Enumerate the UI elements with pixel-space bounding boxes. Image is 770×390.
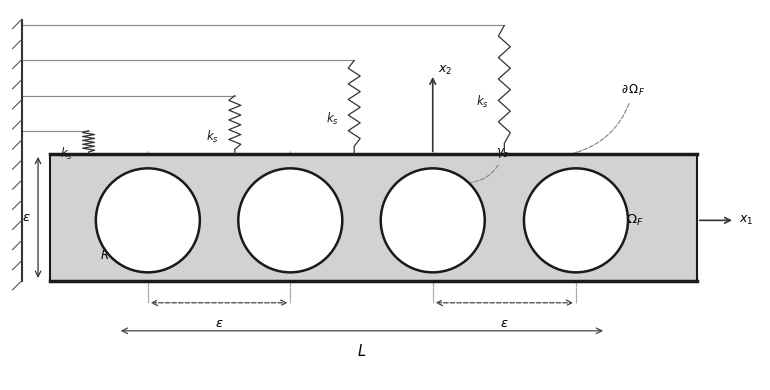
Text: $k_s$: $k_s$ — [476, 94, 489, 110]
Text: $\Omega_F$: $\Omega_F$ — [627, 213, 644, 228]
Text: $x_1$: $x_1$ — [739, 214, 753, 227]
Circle shape — [524, 168, 628, 272]
Text: $\mathbf{n}$: $\mathbf{n}$ — [421, 222, 430, 235]
Text: $x_2$: $x_2$ — [437, 64, 452, 76]
Bar — [50, 154, 697, 281]
Text: $\partial\,\Omega_F$: $\partial\,\Omega_F$ — [574, 83, 645, 153]
Text: $k_s$: $k_s$ — [60, 146, 73, 162]
Text: $k_s$: $k_s$ — [326, 111, 339, 127]
Text: $\varepsilon$: $\varepsilon$ — [215, 317, 223, 330]
Text: $\gamma_c$: $\gamma_c$ — [470, 146, 510, 183]
Text: $\varepsilon$: $\varepsilon$ — [22, 211, 30, 224]
Text: $L$: $L$ — [357, 343, 367, 359]
Circle shape — [380, 168, 485, 272]
Text: $R$: $R$ — [100, 248, 109, 262]
Circle shape — [238, 168, 343, 272]
Circle shape — [95, 168, 200, 272]
Text: $k_s$: $k_s$ — [206, 129, 219, 145]
Text: $\varepsilon$: $\varepsilon$ — [500, 317, 509, 330]
